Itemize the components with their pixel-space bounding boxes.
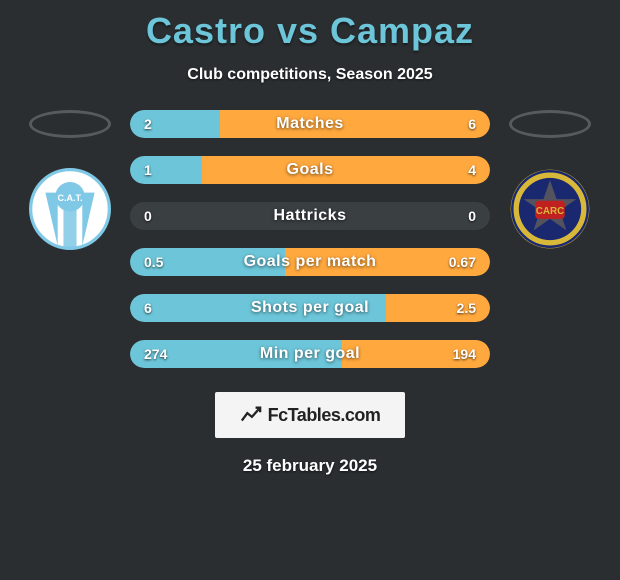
stat-label: Goals — [130, 156, 490, 184]
stat-bar-goals: 14Goals — [130, 156, 490, 184]
stat-bar-goals-per-match: 0.50.67Goals per match — [130, 248, 490, 276]
left-player-silhouette — [29, 110, 111, 138]
stats-bars: 26Matches 14Goals 00Hattricks 0.50.67Goals … — [130, 110, 490, 368]
stat-bar-shots-per-goal: 62.5Shots per goal — [130, 294, 490, 322]
left-crest-text: C.A.T. — [58, 193, 83, 203]
logo-text: FcTables.com — [268, 405, 381, 426]
stat-label: Shots per goal — [130, 294, 490, 322]
right-player-silhouette — [509, 110, 591, 138]
right-team-crest-icon: CARC — [509, 168, 591, 250]
right-crest-text: CARC — [536, 206, 564, 217]
stat-label: Goals per match — [130, 248, 490, 276]
stat-label: Hattricks — [130, 202, 490, 230]
page-title: Castro vs Campaz — [0, 0, 620, 52]
stat-bar-min-per-goal: 274194Min per goal — [130, 340, 490, 368]
chart-icon — [240, 404, 262, 426]
stat-bar-hattricks: 00Hattricks — [130, 202, 490, 230]
stat-label: Min per goal — [130, 340, 490, 368]
subtitle: Club competitions, Season 2025 — [0, 66, 620, 84]
fctables-logo[interactable]: FcTables.com — [215, 392, 405, 438]
footer-date: 25 february 2025 — [0, 456, 620, 476]
left-side: C.A.T. — [20, 110, 120, 250]
main-content: C.A.T. 26Matches 14Goals 00Hattricks 0.50.6… — [0, 110, 620, 368]
left-team-crest-icon: C.A.T. — [29, 168, 111, 250]
stat-bar-matches: 26Matches — [130, 110, 490, 138]
stat-label: Matches — [130, 110, 490, 138]
right-side: CARC — [500, 110, 600, 250]
